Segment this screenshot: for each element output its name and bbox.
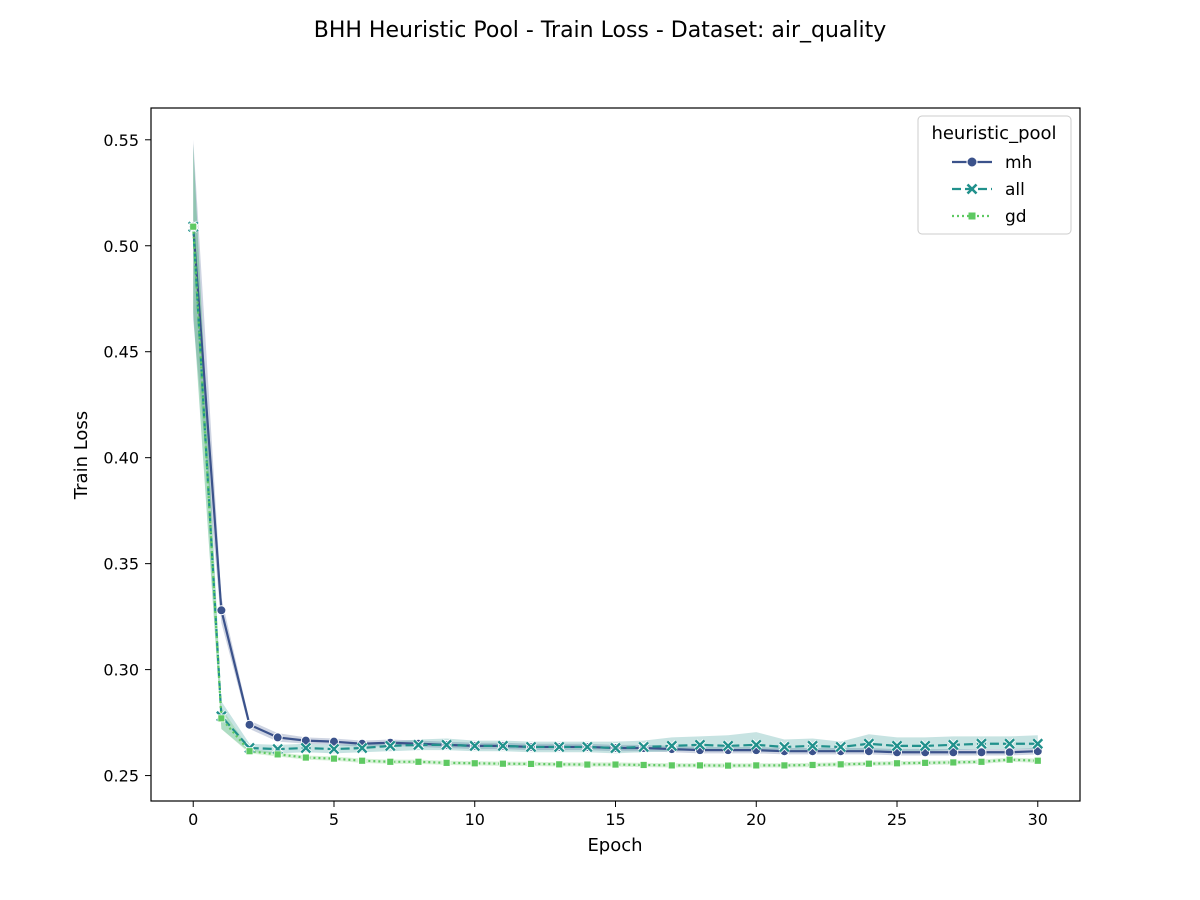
data-point-gd bbox=[780, 761, 789, 770]
data-point-all bbox=[750, 739, 762, 751]
data-point-all bbox=[553, 741, 565, 753]
data-point-gd bbox=[893, 759, 901, 768]
data-point-all bbox=[835, 741, 847, 753]
data-point-gd bbox=[752, 761, 761, 770]
x-tick-label: 5 bbox=[329, 810, 339, 829]
y-tick-label: 0.50 bbox=[103, 237, 139, 256]
x-tick-label: 30 bbox=[1028, 810, 1048, 829]
data-point-gd bbox=[245, 747, 254, 756]
data-point-gd bbox=[921, 758, 930, 767]
data-point-gd bbox=[696, 761, 704, 770]
data-point-all bbox=[1004, 738, 1015, 750]
data-point-gd bbox=[273, 750, 282, 759]
data-point-all bbox=[497, 740, 509, 752]
data-point-all bbox=[807, 740, 818, 752]
data-point-all bbox=[638, 741, 649, 753]
x-tick-label: 0 bbox=[188, 810, 198, 829]
data-point-mh bbox=[976, 747, 987, 758]
x-tick-label: 25 bbox=[887, 810, 907, 829]
data-point-all bbox=[891, 740, 903, 752]
legend-title: heuristic_pool bbox=[931, 123, 1056, 144]
data-point-all bbox=[976, 738, 987, 750]
x-tick-label: 20 bbox=[746, 810, 766, 829]
data-point-gd bbox=[555, 760, 564, 769]
data-point-gd bbox=[639, 761, 648, 769]
data-point-all bbox=[1032, 738, 1044, 750]
x-tick-label: 10 bbox=[465, 810, 485, 829]
legend-label-gd: gd bbox=[1005, 207, 1027, 227]
data-point-gd bbox=[330, 754, 338, 763]
data-point-all bbox=[300, 742, 312, 754]
y-tick-label: 0.40 bbox=[103, 449, 139, 468]
data-point-gd bbox=[189, 222, 198, 231]
data-point-all bbox=[779, 741, 790, 753]
data-point-mh bbox=[272, 732, 283, 743]
data-point-mh bbox=[863, 746, 874, 757]
data-point-gd bbox=[808, 761, 817, 769]
data-point-all bbox=[610, 742, 621, 754]
data-point-gd bbox=[301, 753, 310, 762]
data-point-mh bbox=[948, 747, 959, 758]
data-point-all bbox=[722, 740, 734, 752]
data-point-gd bbox=[386, 757, 395, 766]
x-tick-label: 15 bbox=[605, 810, 625, 829]
y-axis: 0.25 0.30 0.35 0.40 0.45 0.50 0.55 bbox=[103, 131, 151, 786]
data-point-gd bbox=[667, 761, 676, 770]
data-point-all bbox=[469, 740, 481, 752]
data-point-all bbox=[384, 740, 396, 752]
y-tick-label: 0.35 bbox=[103, 555, 139, 574]
series-markers bbox=[187, 220, 1044, 770]
y-tick-label: 0.55 bbox=[103, 131, 139, 150]
data-point-gd bbox=[470, 759, 479, 768]
data-point-gd bbox=[358, 756, 367, 765]
legend-label-all: all bbox=[1005, 180, 1025, 200]
legend-label-mh: mh bbox=[1005, 153, 1032, 173]
data-point-all bbox=[525, 741, 537, 753]
x-axis: 0 5 10 15 20 25 30 bbox=[188, 801, 1048, 829]
legend-marker-gd bbox=[968, 212, 976, 220]
y-tick-label: 0.30 bbox=[103, 661, 139, 680]
data-point-all bbox=[356, 742, 368, 754]
legend-marker-all bbox=[966, 183, 978, 195]
y-axis-label: Train Loss bbox=[71, 411, 92, 500]
data-point-gd bbox=[977, 757, 986, 766]
x-axis-label: Epoch bbox=[587, 835, 642, 856]
y-tick-label: 0.45 bbox=[103, 343, 139, 362]
legend-items: mh all gd bbox=[952, 153, 1032, 227]
legend-frame bbox=[917, 115, 1072, 235]
data-point-gd bbox=[1033, 756, 1042, 765]
data-point-gd bbox=[864, 759, 873, 768]
data-point-gd bbox=[1005, 755, 1014, 764]
data-point-mh bbox=[328, 736, 339, 747]
data-point-gd bbox=[442, 758, 451, 767]
data-point-all bbox=[919, 740, 931, 752]
chart-title: BHH Heuristic Pool - Train Loss - Datase… bbox=[314, 18, 887, 43]
data-point-mh bbox=[1032, 746, 1043, 757]
data-point-all bbox=[666, 740, 678, 752]
data-point-all bbox=[947, 739, 959, 751]
legend: heuristic_pool mh all gd bbox=[917, 115, 1072, 235]
legend-marker-mh bbox=[966, 156, 978, 168]
data-point-gd bbox=[217, 714, 226, 723]
data-point-gd bbox=[611, 760, 620, 769]
data-point-gd bbox=[527, 760, 535, 768]
data-point-all bbox=[441, 739, 452, 751]
data-point-all bbox=[863, 738, 875, 750]
data-point-gd bbox=[583, 760, 592, 769]
data-point-mh bbox=[244, 719, 255, 730]
data-point-gd bbox=[836, 760, 845, 769]
data-point-gd bbox=[949, 758, 958, 767]
data-point-all bbox=[328, 743, 340, 755]
data-point-gd bbox=[498, 759, 507, 768]
data-point-gd bbox=[724, 761, 733, 770]
y-tick-label: 0.25 bbox=[103, 767, 139, 786]
data-point-all bbox=[582, 741, 593, 753]
data-point-gd bbox=[414, 757, 423, 766]
data-point-all bbox=[413, 739, 424, 751]
data-point-all bbox=[694, 739, 706, 751]
data-point-mh bbox=[216, 605, 227, 616]
data-point-mh bbox=[300, 735, 311, 746]
